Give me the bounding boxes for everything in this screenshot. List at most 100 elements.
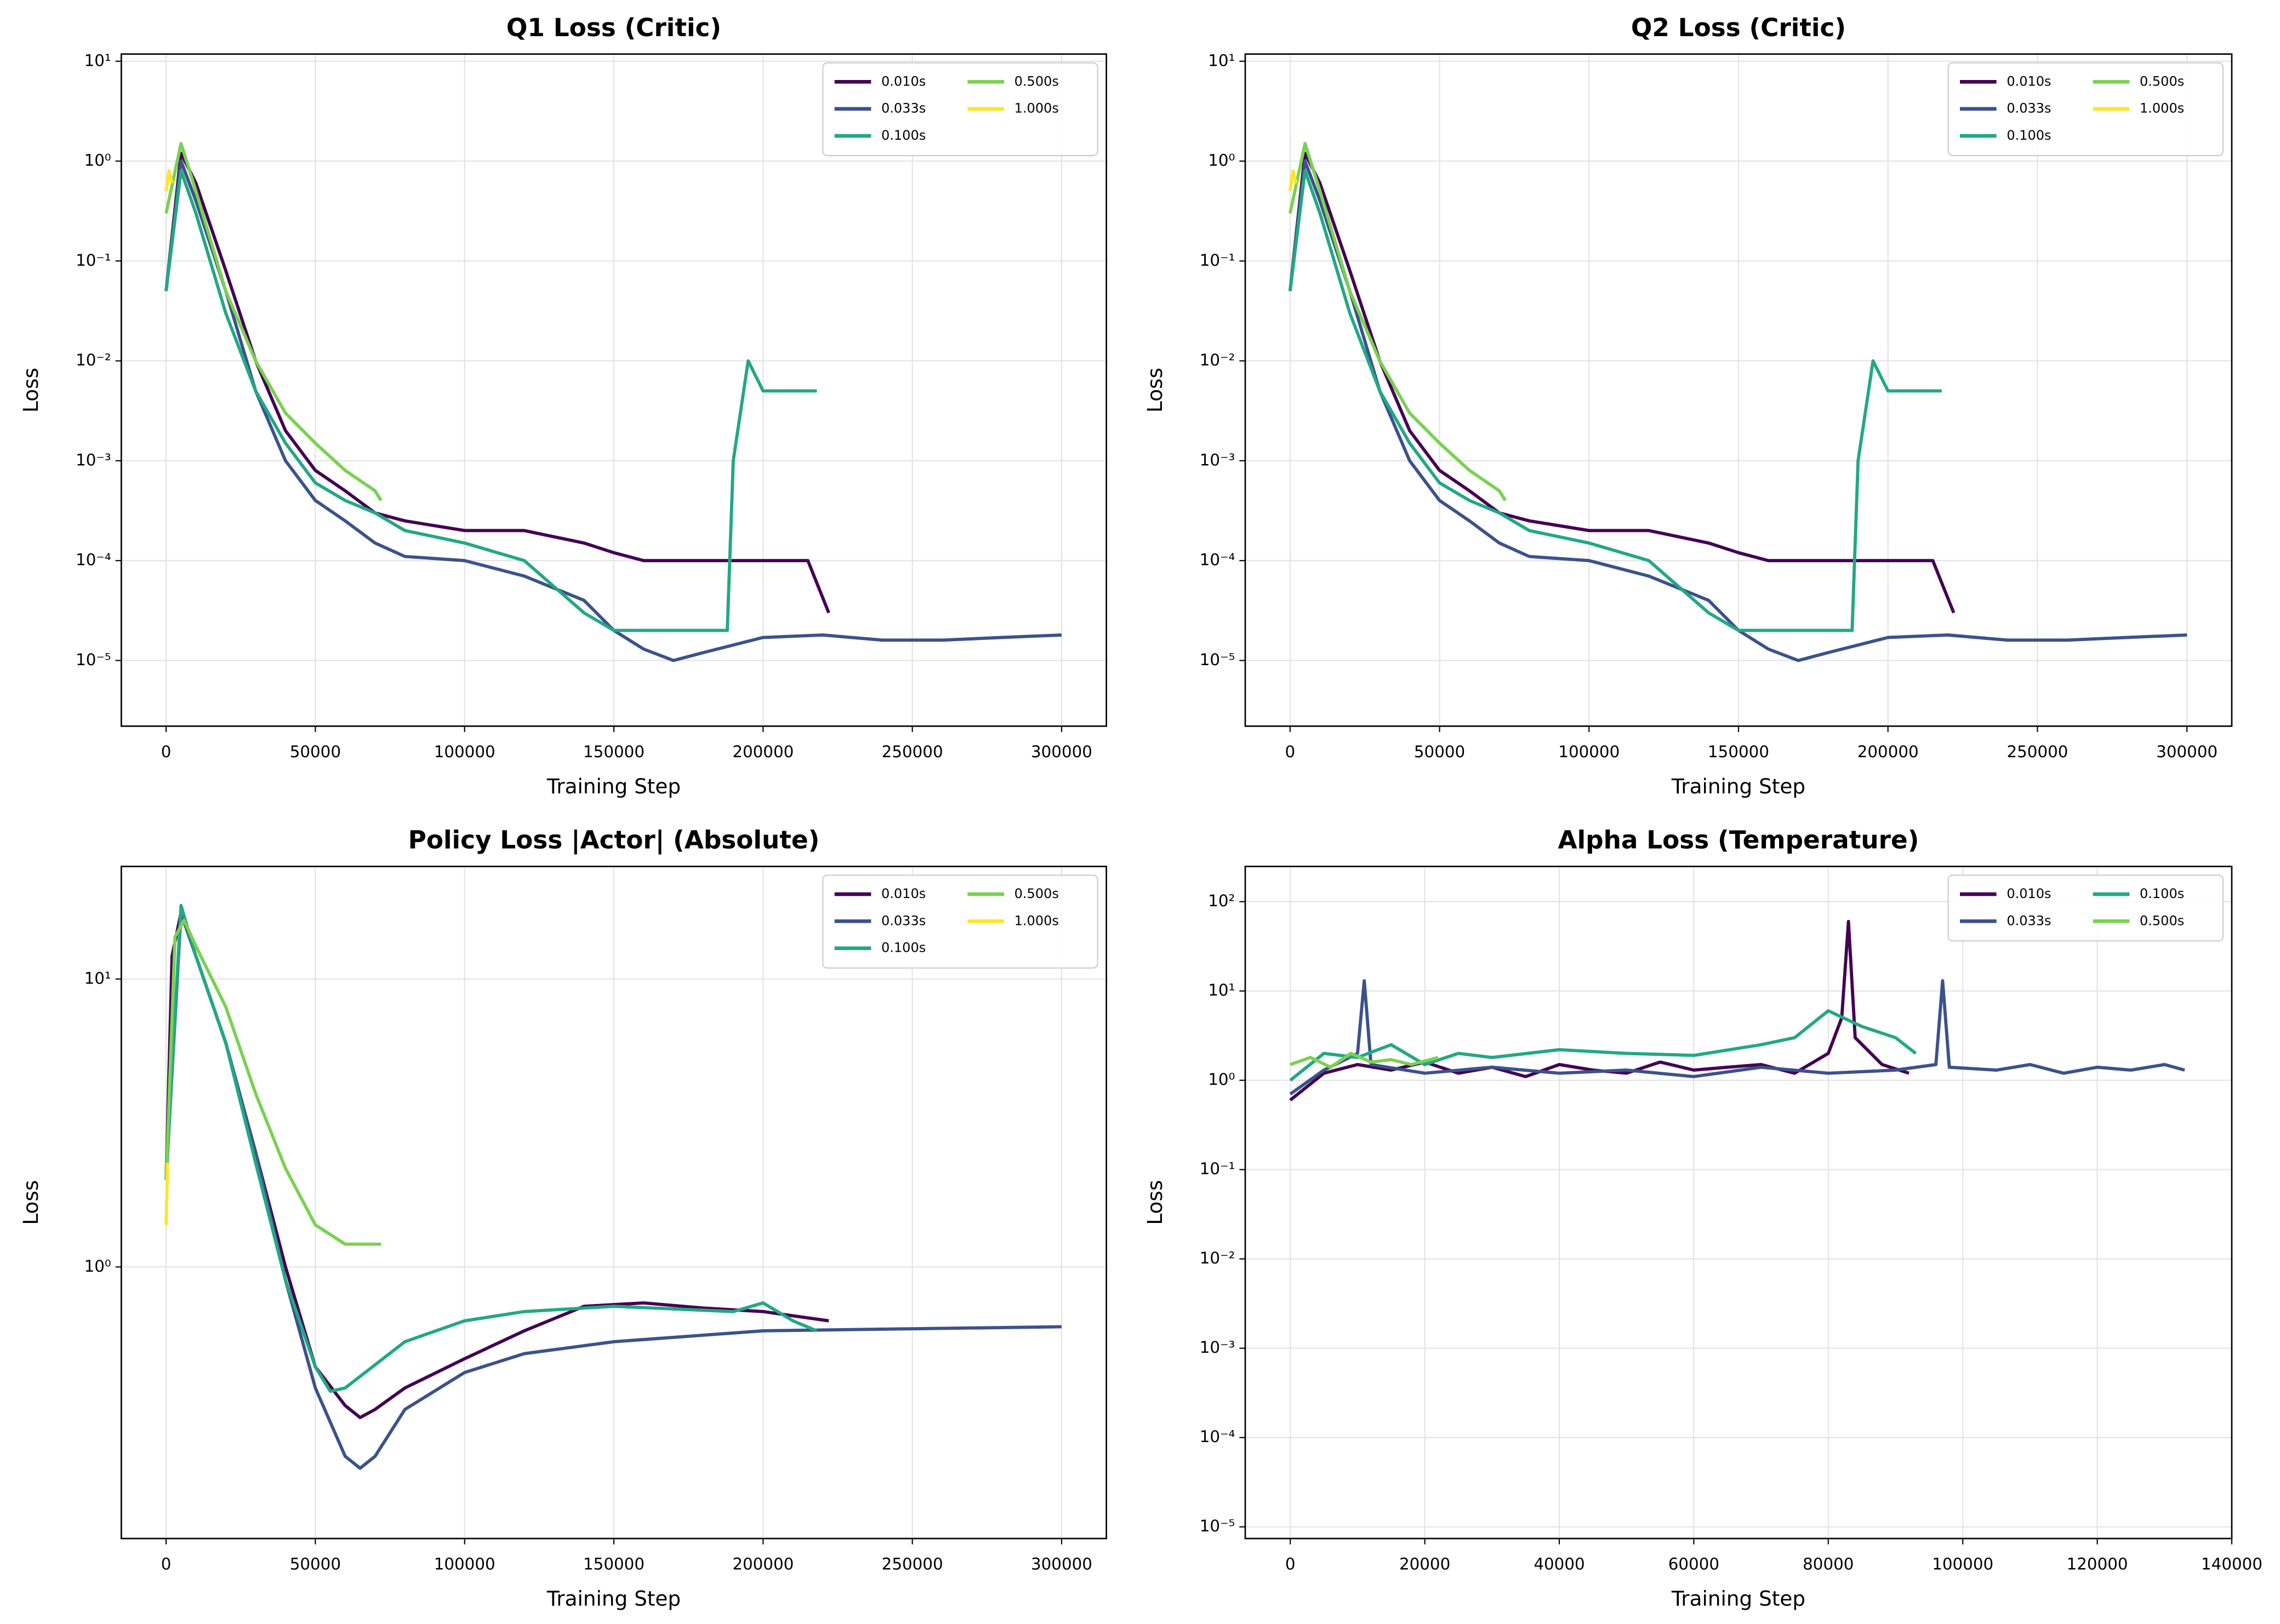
y-tick-label: 10⁻¹	[1200, 1159, 1235, 1178]
axes-frame	[1244, 53, 2233, 727]
legend-label: 0.010s	[881, 73, 926, 89]
x-tick-label: 0	[1285, 742, 1295, 761]
legend-box	[1947, 874, 2224, 942]
series-line	[164, 169, 817, 632]
y-tick-label: 10⁰	[1208, 1070, 1235, 1089]
x-tick-label: 60000	[1668, 1555, 1719, 1574]
x-tick-label: 80000	[1803, 1555, 1854, 1574]
x-tick-label: 100000	[1558, 742, 1620, 761]
legend-label: 0.100s	[881, 128, 926, 143]
y-tick-label: 10¹	[84, 51, 111, 70]
series-line	[164, 142, 383, 501]
x-tick-label: 20000	[1399, 1555, 1450, 1574]
x-tick-label: 150000	[583, 1555, 645, 1574]
legend-label: 0.033s	[881, 913, 926, 928]
legend-box	[822, 874, 1098, 969]
x-tick-label: 140000	[2201, 1555, 2262, 1574]
y-tick-label: 10⁰	[84, 151, 111, 170]
x-tick-label: 0	[161, 742, 172, 761]
legend-label: 0.100s	[2007, 128, 2051, 143]
series-line	[1288, 142, 1507, 501]
series-line	[164, 904, 818, 1393]
legend-label: 0.010s	[2007, 886, 2051, 901]
legend-label: 0.100s	[2140, 886, 2184, 901]
axes-frame	[1244, 866, 2233, 1540]
y-axis-label: Loss	[1143, 1180, 1167, 1225]
x-axis-label: Training Step	[1671, 1587, 1805, 1611]
y-axis-label: Loss	[19, 368, 43, 413]
legend-label: 1.000s	[2140, 101, 2184, 116]
y-tick-label: 10⁰	[84, 1257, 111, 1276]
y-tick-label: 10⁻⁴	[1200, 551, 1235, 569]
legend-label: 0.033s	[881, 101, 926, 116]
x-tick-label: 200000	[732, 1555, 794, 1574]
legend-label: 0.033s	[2007, 101, 2051, 116]
series-line	[1288, 151, 1956, 614]
legend-label: 0.500s	[2140, 913, 2184, 928]
legend-label: 0.500s	[1014, 886, 1059, 901]
x-tick-label: 0	[1285, 1555, 1296, 1574]
y-tick-label: 10⁻²	[1200, 351, 1235, 369]
y-tick-label: 10²	[1208, 891, 1235, 910]
x-tick-label: 300000	[1031, 742, 1092, 761]
x-tick-label: 50000	[290, 742, 341, 761]
series-line	[1288, 159, 2187, 662]
y-tick-label: 10⁻³	[1200, 1338, 1235, 1357]
y-tick-label: 10⁻¹	[1200, 251, 1235, 270]
x-tick-label: 250000	[882, 742, 943, 761]
x-tick-label: 0	[161, 1555, 172, 1574]
y-tick-label: 10¹	[84, 969, 111, 987]
x-tick-label: 250000	[2007, 742, 2068, 761]
series-line	[164, 151, 830, 614]
series-line	[1288, 169, 1298, 192]
y-tick-label: 10⁻⁵	[1200, 650, 1235, 669]
y-tick-label: 10⁰	[1208, 151, 1235, 170]
x-tick-label: 100000	[434, 742, 495, 761]
chart-title: Alpha Loss (Temperature)	[1558, 826, 1919, 855]
y-tick-label: 10⁻¹	[76, 251, 111, 270]
x-tick-label: 120000	[2067, 1555, 2128, 1574]
x-tick-label: 50000	[290, 1555, 341, 1574]
legend-box	[1947, 62, 2224, 157]
legend-label: 0.500s	[1014, 73, 1059, 89]
x-tick-label: 250000	[882, 1555, 943, 1574]
legend-label: 0.033s	[2007, 913, 2051, 928]
y-axis-label: Loss	[19, 1180, 43, 1225]
series-line	[164, 911, 829, 1420]
x-axis-label: Training Step	[546, 1587, 681, 1611]
y-tick-label: 10⁻⁴	[1200, 1427, 1235, 1446]
x-tick-label: 100000	[1932, 1555, 1993, 1574]
series-line	[1288, 169, 1942, 632]
axes-frame	[121, 866, 1107, 1540]
x-axis-label: Training Step	[1671, 774, 1805, 798]
legend-label: 1.000s	[1014, 101, 1059, 116]
series-line	[164, 159, 1062, 662]
legend-label: 0.010s	[881, 886, 926, 901]
y-tick-label: 10⁻⁵	[76, 650, 111, 669]
y-tick-label: 10⁻³	[76, 450, 111, 469]
y-tick-label: 10¹	[1208, 51, 1235, 70]
chart-title: Policy Loss |Actor| (Absolute)	[408, 826, 820, 855]
series-line	[164, 918, 381, 1246]
series-line	[1290, 1051, 1439, 1069]
x-tick-label: 200000	[732, 742, 794, 761]
y-tick-label: 10⁻²	[76, 351, 111, 369]
x-tick-label: 300000	[1031, 1555, 1092, 1574]
chart-title: Q2 Loss (Critic)	[1631, 13, 1846, 42]
x-tick-label: 100000	[434, 1555, 495, 1574]
legend-box	[822, 62, 1098, 157]
legend-label: 0.010s	[2007, 73, 2051, 89]
y-tick-label: 10¹	[1208, 981, 1235, 999]
series-line	[164, 1163, 169, 1225]
x-tick-label: 200000	[1857, 742, 1919, 761]
series-line	[164, 169, 174, 192]
x-axis-label: Training Step	[546, 774, 681, 798]
x-tick-label: 150000	[583, 742, 645, 761]
legend-label: 0.500s	[2140, 73, 2184, 89]
x-tick-label: 300000	[2156, 742, 2218, 761]
legend-label: 1.000s	[1014, 913, 1059, 928]
legend-label: 0.100s	[881, 940, 926, 956]
y-axis-label: Loss	[1143, 368, 1167, 413]
series-line	[1289, 979, 2185, 1096]
